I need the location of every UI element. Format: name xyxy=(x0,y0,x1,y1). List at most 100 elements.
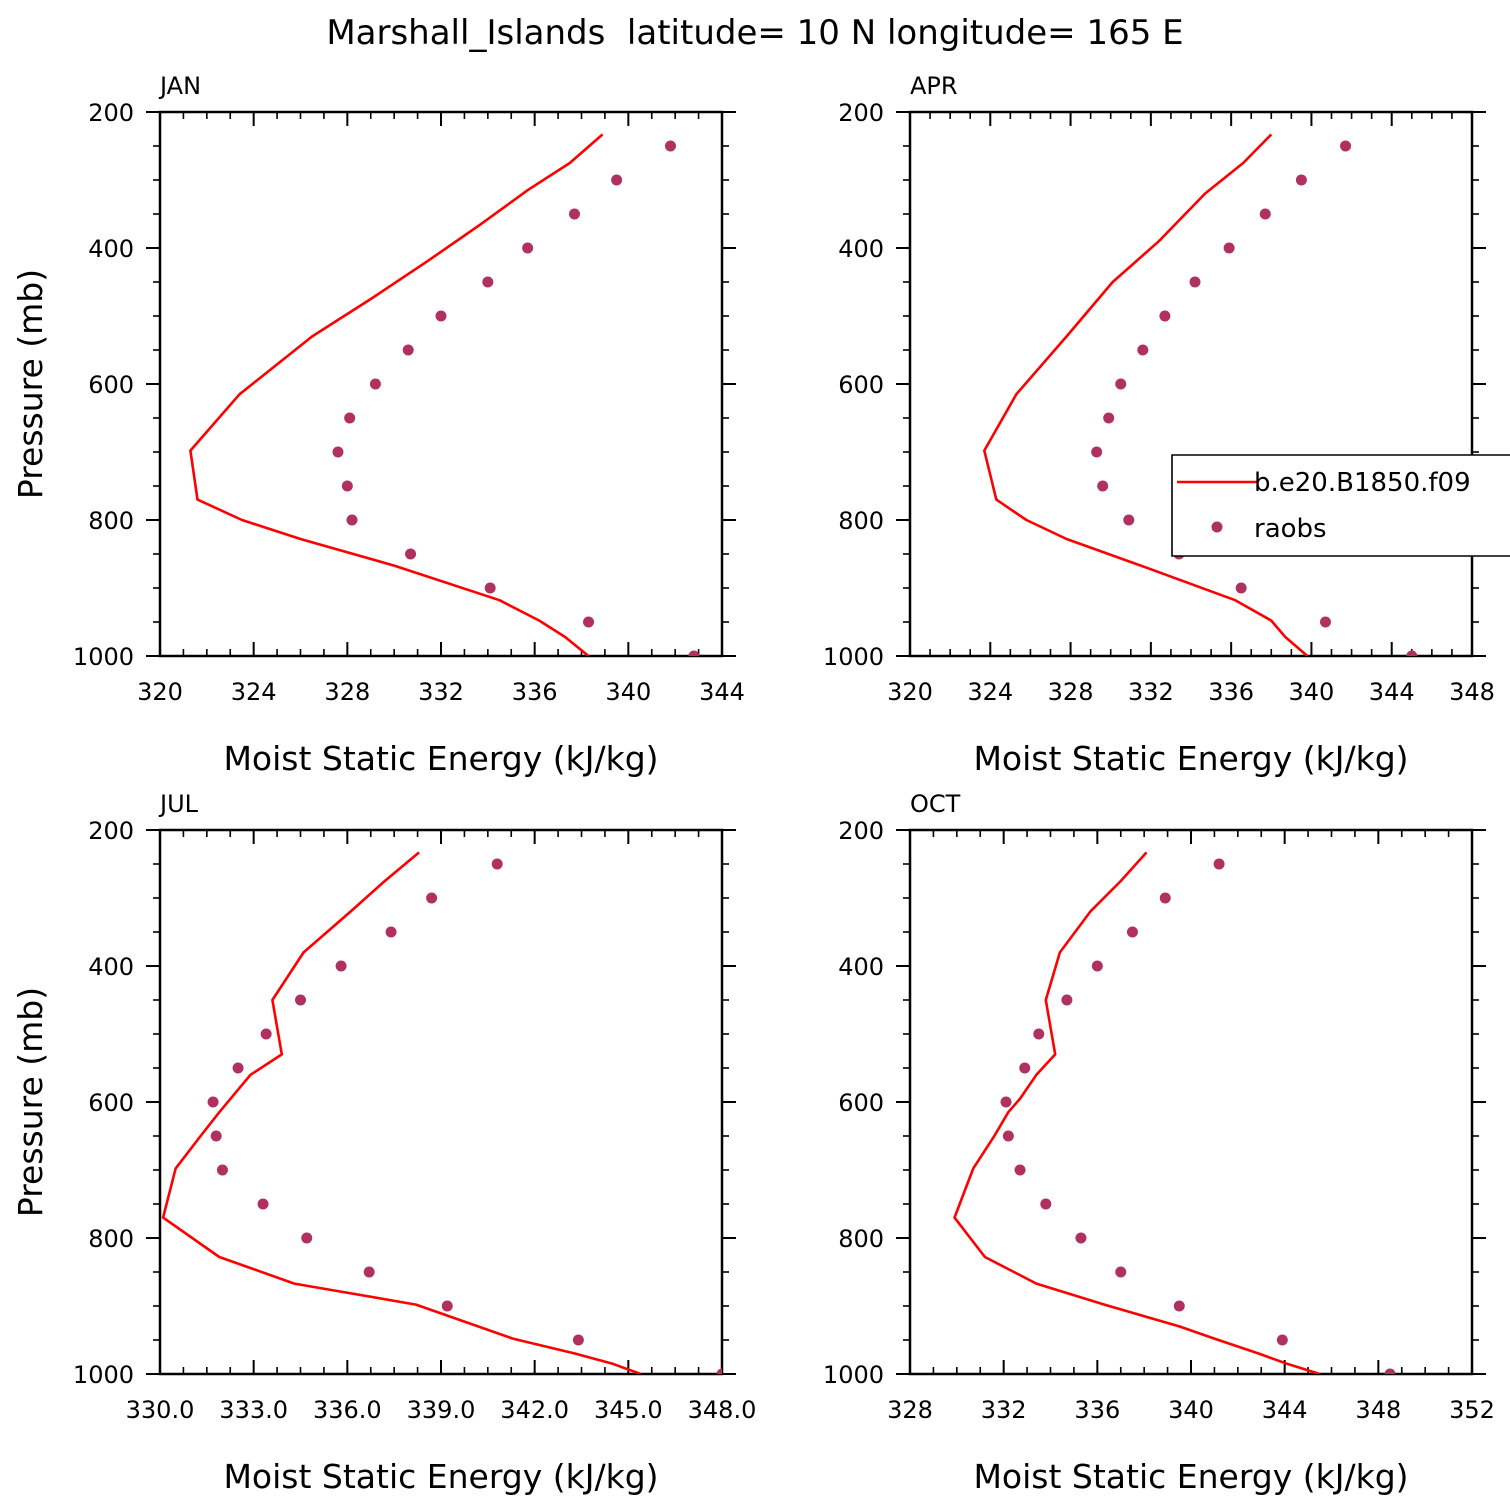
panels: 320 324 328 332 336 340 344 200 400 600 800 1000 JAN… xyxy=(11,72,1510,1496)
raobs-point xyxy=(716,1368,722,1374)
raobs-point xyxy=(482,276,494,288)
raobs-point xyxy=(260,1028,272,1040)
raobs-point xyxy=(1189,276,1201,288)
y-axis-label: Pressure (mb) xyxy=(11,987,50,1217)
x-tick-label: 332 xyxy=(981,1396,1027,1424)
x-axis-label: Moist Static Energy (kJ/kg) xyxy=(223,739,658,778)
y-tick-label: 400 xyxy=(88,235,134,263)
x-tick-label: 324 xyxy=(231,678,277,706)
raobs-point xyxy=(1259,208,1271,220)
x-tick-label: 328 xyxy=(1048,678,1094,706)
data-layer xyxy=(189,133,700,656)
panel-apr: 320 324 328 332 336 340 344 348 200 400 600 800 1000… xyxy=(823,72,1495,778)
x-axis-label: Moist Static Energy (kJ/kg) xyxy=(223,1457,658,1496)
x-tick-label: 328 xyxy=(324,678,370,706)
raobs-point xyxy=(1173,1300,1185,1312)
model-line xyxy=(161,851,642,1374)
raobs-point xyxy=(1126,926,1138,938)
x-tick-label: 320 xyxy=(137,678,183,706)
panel-jul: 330.0 333.0 336.0 339.0 342.0 345.0 348.0 200 40… xyxy=(11,790,756,1496)
y-tick-label: 200 xyxy=(88,99,134,127)
y-tick-label: 800 xyxy=(838,507,884,535)
panel-title: OCT xyxy=(910,790,961,818)
raobs-point xyxy=(1340,140,1352,152)
raobs-point xyxy=(1295,174,1307,186)
y-tick-label: 800 xyxy=(88,1225,134,1253)
raobs-point xyxy=(232,1062,244,1074)
raobs-point xyxy=(369,378,381,390)
raobs-point xyxy=(301,1232,313,1244)
x-tick-label: 348 xyxy=(1355,1396,1401,1424)
y-tick-label: 600 xyxy=(88,1089,134,1117)
raobs-point xyxy=(332,446,344,458)
raobs-point xyxy=(1040,1198,1052,1210)
plot-frame xyxy=(158,110,724,658)
raobs-point xyxy=(341,480,353,492)
y-tick-label: 800 xyxy=(88,507,134,535)
raobs-point xyxy=(1276,1334,1288,1346)
x-tick-label: 330.0 xyxy=(126,1396,195,1424)
raobs-point xyxy=(491,858,503,870)
y-tick-label: 600 xyxy=(838,371,884,399)
y-tick-label: 400 xyxy=(88,953,134,981)
y-tick-label: 200 xyxy=(88,817,134,845)
panel-title: JAN xyxy=(158,72,201,100)
raobs-point xyxy=(1319,616,1331,628)
x-tick-label: 332 xyxy=(1128,678,1174,706)
x-tick-label: 348.0 xyxy=(688,1396,757,1424)
raobs-point xyxy=(1213,858,1225,870)
y-axis-label: Pressure (mb) xyxy=(11,269,50,499)
raobs-point xyxy=(1075,1232,1087,1244)
x-tick-label: 342.0 xyxy=(500,1396,569,1424)
raobs-point xyxy=(1115,378,1127,390)
y-tick-label: 200 xyxy=(838,99,884,127)
raobs-point xyxy=(664,140,676,152)
x-tick-label: 332 xyxy=(418,678,464,706)
raobs-point xyxy=(1223,242,1235,254)
raobs-point xyxy=(1097,480,1109,492)
raobs-point xyxy=(1000,1096,1012,1108)
x-tick-label: 352 xyxy=(1449,1396,1495,1424)
raobs-point xyxy=(257,1198,269,1210)
y-tick-label: 800 xyxy=(838,1225,884,1253)
raobs-point xyxy=(363,1266,375,1278)
raobs-point xyxy=(385,926,397,938)
legend-box xyxy=(1171,454,1510,557)
raobs-point xyxy=(426,892,438,904)
raobs-point xyxy=(405,548,417,560)
data-layer xyxy=(161,851,722,1374)
x-tick-label: 320 xyxy=(887,678,933,706)
raobs-point xyxy=(402,344,414,356)
panel-jan: 320 324 328 332 336 340 344 200 400 600 800 1000 JAN… xyxy=(11,72,745,778)
x-tick-label: 340 xyxy=(1168,1396,1214,1424)
raobs-point xyxy=(207,1096,219,1108)
y-tick-label: 600 xyxy=(838,1089,884,1117)
raobs-point xyxy=(611,174,623,186)
x-axis-label: Moist Static Energy (kJ/kg) xyxy=(973,1457,1408,1496)
raobs-point xyxy=(583,616,595,628)
raobs-point xyxy=(1061,994,1073,1006)
panel-title: JUL xyxy=(158,790,199,818)
figure-title: Marshall_Islands latitude= 10 N longitud… xyxy=(326,13,1183,53)
raobs-point xyxy=(216,1164,228,1176)
raobs-point xyxy=(1115,1266,1127,1278)
y-tick-label: 200 xyxy=(838,817,884,845)
model-line xyxy=(953,851,1321,1374)
raobs-point xyxy=(1159,892,1171,904)
legend-marker-swatch xyxy=(1211,521,1223,533)
x-tick-label: 336 xyxy=(1074,1396,1120,1424)
x-tick-label: 344 xyxy=(699,678,745,706)
raobs-point xyxy=(346,514,358,526)
raobs-point xyxy=(1137,344,1149,356)
x-tick-label: 339.0 xyxy=(407,1396,476,1424)
x-tick-label: 345.0 xyxy=(594,1396,663,1424)
x-tick-label: 336.0 xyxy=(313,1396,382,1424)
x-axis-label: Moist Static Energy (kJ/kg) xyxy=(973,739,1408,778)
plot-frame xyxy=(908,828,1474,1376)
raobs-point xyxy=(484,582,496,594)
x-tick-label: 344 xyxy=(1262,1396,1308,1424)
legend-label-model: b.e20.B1850.f09 xyxy=(1254,468,1471,498)
y-tick-label: 400 xyxy=(838,953,884,981)
plot-frame xyxy=(908,110,1474,658)
raobs-point xyxy=(335,960,347,972)
